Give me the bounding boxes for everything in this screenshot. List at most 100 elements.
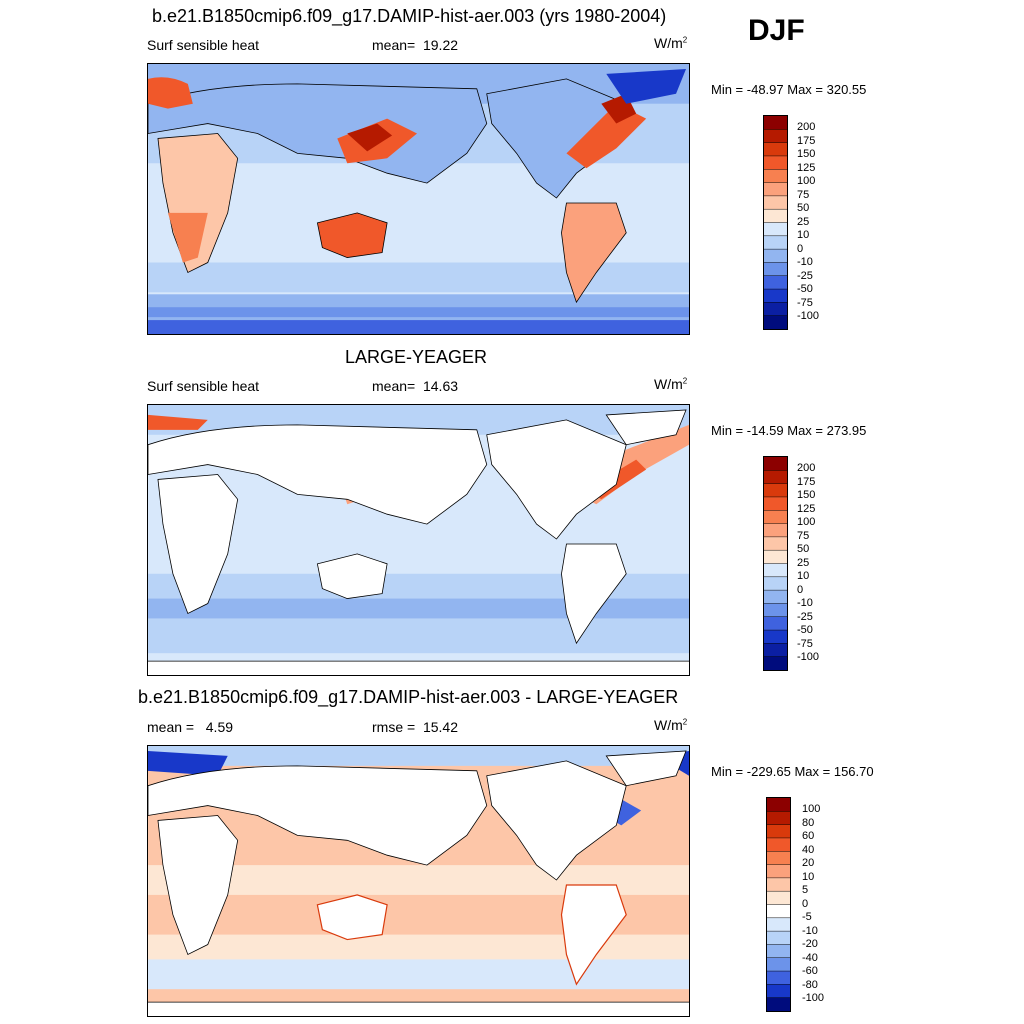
panel2-mean: mean= 14.63 [372,378,459,394]
colorbar-tick-label: 200 [797,121,816,133]
panel3-mean: mean = 4.59 [147,719,234,735]
colorbar-tick-label: 100 [802,803,821,815]
colorbar-swatch [764,142,787,157]
colorbar-swatch [764,576,787,591]
colorbar-tick-label: -40 [802,952,818,964]
colorbar-swatch [767,904,790,919]
colorbar-swatch [764,457,787,471]
colorbar-tick-label: 10 [797,570,810,582]
colorbar-swatch [764,116,787,130]
colorbar-tick-label: 20 [802,857,815,869]
colorbar-swatch [767,957,790,972]
colorbar-tick-label: 100 [797,516,816,528]
colorbar-tick-label: 50 [797,543,810,555]
colorbar-tick-label: 150 [797,489,816,501]
colorbar-swatch [764,195,787,210]
panel1-map [147,63,690,335]
season-label: DJF [748,14,805,47]
colorbar-tick-label: -100 [797,651,820,663]
colorbar-swatch [767,877,790,892]
colorbar-tick-label: 25 [797,557,810,569]
panel3-colorbar-labels: 100 80 60 40 20 10 5 0 -5 -10 -20 -40 -6… [802,797,842,1012]
colorbar-tick-label: -75 [797,638,813,650]
colorbar-swatch [764,302,787,316]
panel1-colorbar-labels: 200 175 150 125 100 75 50 25 10 0 -10 -2… [797,115,837,330]
colorbar-swatch [764,169,787,183]
panel2-title: LARGE-YEAGER [345,347,488,367]
colorbar-swatch [764,550,787,564]
colorbar-tick-label: 60 [802,830,815,842]
panel2-units: W/m2 [654,376,688,392]
colorbar-tick-label: -100 [797,310,820,322]
colorbar-tick-label: -10 [797,256,813,268]
colorbar-tick-label: -75 [797,297,813,309]
colorbar-swatch [764,643,787,657]
colorbar-tick-label: 0 [797,243,804,255]
colorbar-swatch [764,315,787,329]
colorbar-swatch [764,275,787,290]
colorbar-swatch [764,470,787,484]
colorbar-tick-label: -25 [797,270,813,282]
colorbar-swatch [764,289,787,303]
panel2-minmax: Min = -14.59 Max = 273.95 [711,423,867,438]
panel2-colorbar [763,456,788,671]
colorbar-swatch [764,222,787,237]
colorbar-swatch [767,944,790,959]
colorbar-tick-label: -20 [802,938,818,950]
colorbar-swatch [764,129,787,143]
colorbar-swatch [764,155,787,170]
panel3-map [147,745,690,1017]
colorbar-tick-label: 50 [797,202,810,214]
colorbar-tick-label: 175 [797,135,816,147]
colorbar-tick-label: 80 [802,817,815,829]
colorbar-tick-label: -50 [797,624,813,636]
panel1-colorbar [763,115,788,330]
colorbar-tick-label: -100 [802,992,825,1004]
colorbar-swatch [764,656,787,670]
colorbar-tick-label: 0 [797,584,804,596]
colorbar-tick-label: 0 [802,898,809,910]
colorbar-swatch [764,510,787,524]
colorbar-swatch [764,616,787,631]
colorbar-swatch [764,590,787,604]
colorbar-tick-label: 150 [797,148,816,160]
panel1-variable-label: Surf sensible heat [147,37,260,53]
colorbar-swatch [764,603,787,618]
colorbar-swatch [764,536,787,551]
colorbar-swatch [767,837,790,852]
panel1-minmax: Min = -48.97 Max = 320.55 [711,82,867,97]
colorbar-tick-label: 5 [802,884,809,896]
colorbar-swatch [764,483,787,498]
colorbar-swatch [767,811,790,825]
colorbar-swatch [764,523,787,538]
colorbar-tick-label: 200 [797,462,816,474]
panel3-rmse: rmse = 15.42 [372,719,459,735]
colorbar-tick-label: 10 [802,871,815,883]
colorbar-swatch [767,997,790,1011]
panel2-variable-label: Surf sensible heat [147,378,260,394]
colorbar-swatch [764,563,787,578]
colorbar-tick-label: 75 [797,530,810,542]
colorbar-swatch [767,931,790,945]
colorbar-tick-label: 125 [797,503,816,515]
panel2-colorbar-labels: 200 175 150 125 100 75 50 25 10 0 -10 -2… [797,456,837,671]
colorbar-swatch [764,262,787,277]
colorbar-swatch [764,235,787,250]
colorbar-tick-label: -60 [802,965,818,977]
colorbar-tick-label: -10 [797,597,813,609]
colorbar-tick-label: 10 [797,229,810,241]
colorbar-tick-label: 75 [797,189,810,201]
panel3-title: b.e21.B1850cmip6.f09_g17.DAMIP-hist-aer.… [138,687,679,707]
colorbar-swatch [767,864,790,879]
colorbar-swatch [767,917,790,932]
colorbar-swatch [767,851,790,865]
panel3-units: W/m2 [654,717,688,733]
colorbar-tick-label: 125 [797,162,816,174]
colorbar-tick-label: -50 [797,283,813,295]
colorbar-swatch [764,182,787,197]
colorbar-tick-label: -10 [802,925,818,937]
colorbar-tick-label: 175 [797,476,816,488]
colorbar-swatch [767,824,790,839]
colorbar-swatch [767,798,790,812]
colorbar-swatch [767,971,790,985]
